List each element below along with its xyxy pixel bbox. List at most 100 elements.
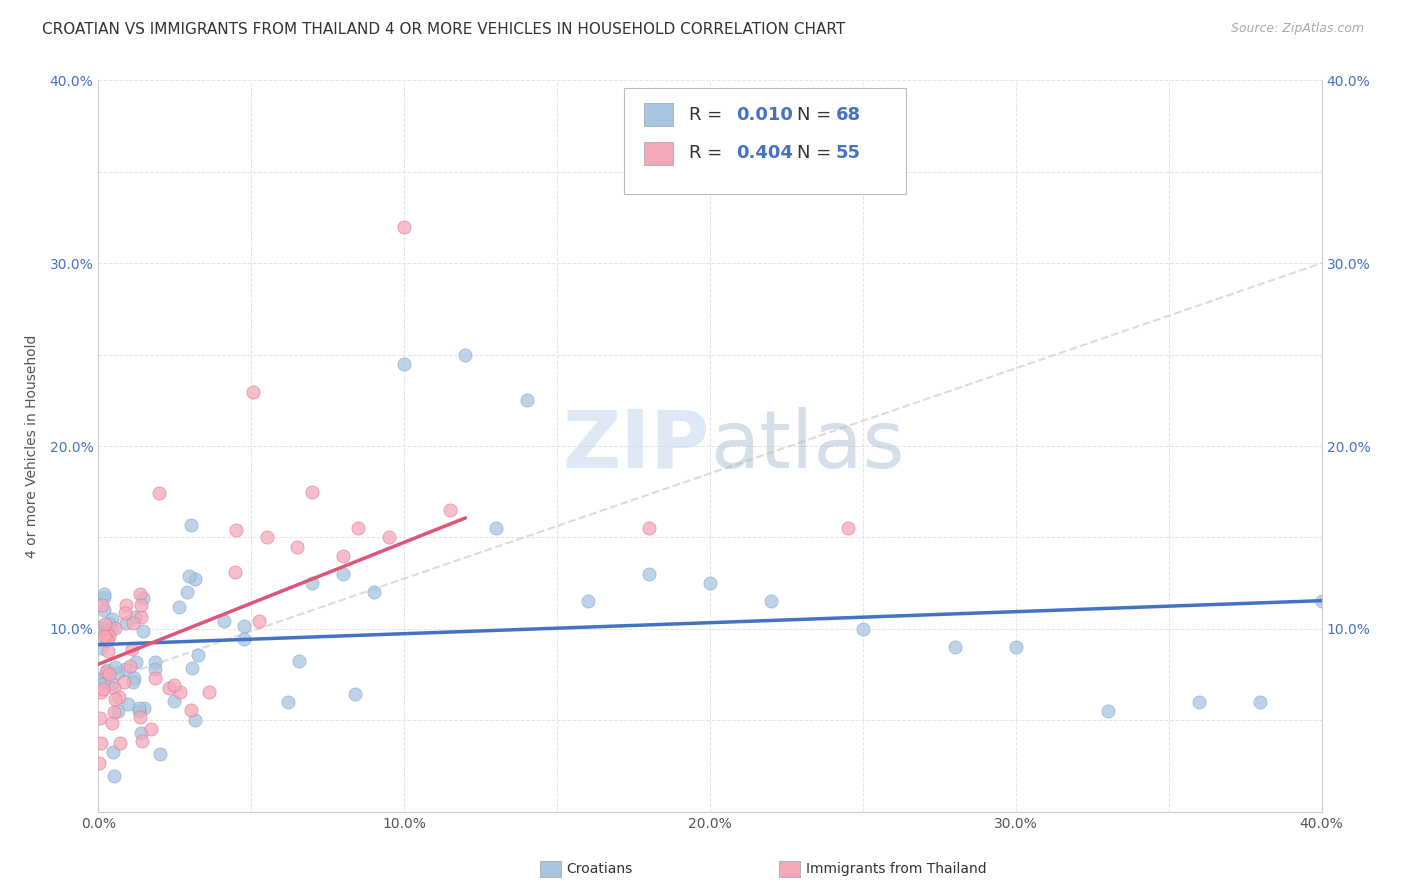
Point xyxy=(129,609,152,624)
Point xyxy=(93,591,115,605)
Point xyxy=(197,685,219,699)
Point xyxy=(576,594,599,608)
Point xyxy=(115,598,138,612)
Point xyxy=(96,632,118,647)
Point xyxy=(90,736,112,750)
Point xyxy=(163,694,186,708)
Point xyxy=(148,486,170,500)
Text: 0.404: 0.404 xyxy=(735,145,793,162)
Point xyxy=(94,617,117,632)
Point xyxy=(128,701,150,715)
Point xyxy=(1249,695,1271,709)
Point xyxy=(131,591,153,605)
Point xyxy=(180,517,202,532)
Text: N =: N = xyxy=(797,105,837,124)
Point xyxy=(277,695,299,709)
Point xyxy=(104,692,127,706)
Point xyxy=(439,503,461,517)
Point xyxy=(103,681,125,695)
Point xyxy=(124,610,146,624)
Point xyxy=(91,682,114,697)
Point xyxy=(112,675,135,690)
Text: R =: R = xyxy=(689,145,728,162)
Point xyxy=(149,747,172,761)
Point xyxy=(96,665,118,679)
Point xyxy=(125,655,148,669)
Point xyxy=(121,642,143,657)
Point xyxy=(132,624,155,638)
FancyBboxPatch shape xyxy=(644,103,673,127)
Point xyxy=(183,572,205,586)
Point xyxy=(104,621,127,635)
Point xyxy=(1310,594,1333,608)
Point xyxy=(143,671,166,685)
Point xyxy=(131,598,153,612)
Point xyxy=(93,629,115,643)
FancyBboxPatch shape xyxy=(644,142,673,165)
Point xyxy=(233,632,256,646)
Point xyxy=(118,658,141,673)
Point xyxy=(91,677,114,691)
Point xyxy=(225,523,247,537)
Point xyxy=(97,617,120,632)
Text: Source: ZipAtlas.com: Source: ZipAtlas.com xyxy=(1230,22,1364,36)
Point xyxy=(103,706,125,720)
Point xyxy=(117,697,139,711)
Point xyxy=(122,672,145,686)
Point xyxy=(347,521,370,535)
Text: 55: 55 xyxy=(837,145,860,162)
Point xyxy=(87,672,110,686)
Point xyxy=(101,745,124,759)
Point xyxy=(1097,704,1119,718)
Text: CROATIAN VS IMMIGRANTS FROM THAILAND 4 OR MORE VEHICLES IN HOUSEHOLD CORRELATION: CROATIAN VS IMMIGRANTS FROM THAILAND 4 O… xyxy=(42,22,845,37)
Point xyxy=(344,687,367,701)
Point xyxy=(157,681,180,695)
Point xyxy=(131,734,153,748)
Point xyxy=(107,666,129,681)
Point xyxy=(128,704,150,718)
Point xyxy=(141,722,163,736)
Point xyxy=(242,385,264,400)
Point xyxy=(1188,695,1211,709)
Point xyxy=(285,540,308,554)
Point xyxy=(169,599,191,614)
Point xyxy=(114,606,136,620)
Point xyxy=(108,736,131,750)
Point xyxy=(122,675,145,690)
Point xyxy=(89,711,111,725)
Point xyxy=(128,709,150,723)
Point xyxy=(256,530,278,544)
Point xyxy=(332,549,354,563)
Text: Croatians: Croatians xyxy=(567,862,633,876)
Point xyxy=(96,628,118,642)
Point xyxy=(90,640,112,655)
Point xyxy=(392,357,416,371)
Point xyxy=(90,624,112,638)
Point xyxy=(852,622,875,636)
Point xyxy=(392,219,416,234)
Point xyxy=(363,585,385,599)
Point xyxy=(114,662,136,676)
Point xyxy=(179,568,201,582)
Point xyxy=(101,621,124,635)
Point xyxy=(89,756,111,770)
Point xyxy=(131,726,153,740)
Point xyxy=(288,654,311,668)
Point xyxy=(101,715,124,730)
Point xyxy=(134,700,156,714)
Point xyxy=(97,644,120,658)
Point xyxy=(107,704,129,718)
Point xyxy=(1004,640,1026,655)
Point xyxy=(108,690,131,704)
Point xyxy=(637,521,661,535)
Point xyxy=(176,585,198,599)
Point xyxy=(93,587,115,601)
Point xyxy=(90,599,112,613)
Text: R =: R = xyxy=(689,105,728,124)
Point xyxy=(332,567,354,582)
Point xyxy=(169,685,191,699)
Text: 68: 68 xyxy=(837,105,860,124)
Point xyxy=(93,603,115,617)
Point xyxy=(247,615,270,629)
Text: 0.010: 0.010 xyxy=(735,105,793,124)
